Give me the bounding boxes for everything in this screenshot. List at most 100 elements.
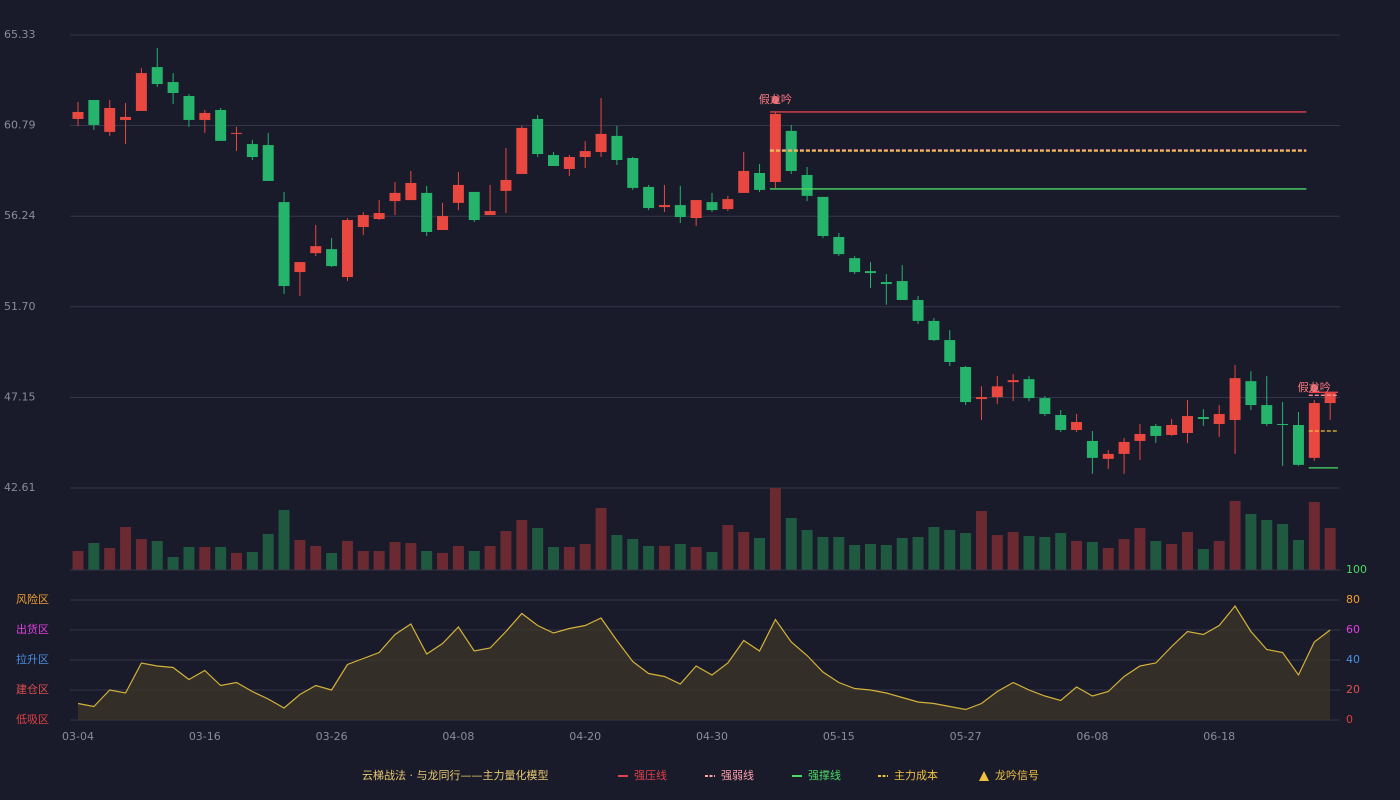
volume-bar <box>1197 549 1209 570</box>
candle-body <box>120 116 132 120</box>
volume-bar <box>468 551 480 570</box>
volume-bar <box>1118 539 1130 570</box>
zone-label: 建仓区 <box>16 682 49 696</box>
candle-body <box>500 179 512 191</box>
candle-body <box>88 99 100 125</box>
volume-bar <box>722 525 734 570</box>
volume-bar <box>1007 532 1019 570</box>
volume-bar <box>246 552 258 570</box>
volume-bar <box>1277 524 1289 570</box>
legend-swatch <box>979 771 989 781</box>
candle-body <box>801 174 813 196</box>
candle-body <box>849 258 861 273</box>
volume-bar <box>294 540 306 570</box>
candle-body <box>548 155 559 166</box>
candle-body <box>865 271 876 274</box>
candle-body <box>199 112 211 120</box>
candle-body <box>1229 378 1241 421</box>
candle-body <box>72 111 84 119</box>
volume-bar <box>754 538 766 570</box>
volume-bar <box>785 518 797 570</box>
candle-body <box>706 202 718 211</box>
candle-body <box>1292 424 1304 465</box>
volume-bar <box>769 488 781 570</box>
volume-bar <box>1324 528 1336 570</box>
volume-bar <box>1071 541 1083 570</box>
candle-body <box>722 199 734 210</box>
candle-body <box>1277 423 1289 425</box>
volume-bar <box>310 546 322 570</box>
volume-bar <box>1055 533 1067 570</box>
candle-body <box>484 211 496 216</box>
candle-body <box>357 215 369 228</box>
volume-bar <box>1023 536 1035 570</box>
y-tick-label: 42.61 <box>4 481 36 494</box>
volume-bar <box>120 527 132 570</box>
volume-bar <box>1229 501 1241 570</box>
chart-title: 云梯战法 · 与龙同行——主力量化模型 <box>362 768 549 782</box>
volume-bar <box>341 541 353 570</box>
candle-body <box>944 340 956 362</box>
candle-body <box>104 107 116 132</box>
candle-body <box>928 320 940 341</box>
indicator-tick-label: 80 <box>1346 593 1360 606</box>
candle-body <box>817 196 829 236</box>
candle-body <box>611 135 623 161</box>
volume-bar <box>1102 548 1114 570</box>
volume-bar <box>611 535 623 570</box>
candle-body <box>769 113 781 182</box>
x-tick-label: 04-30 <box>696 730 728 743</box>
signal-label: 假龙吟 <box>1298 380 1331 394</box>
candle-body <box>151 67 163 85</box>
volume-bar <box>373 551 385 570</box>
candle-body <box>960 366 972 403</box>
y-tick-label: 47.15 <box>4 390 36 403</box>
volume-bar <box>500 531 512 570</box>
volume-bar <box>484 546 496 570</box>
candle-body <box>1007 380 1019 383</box>
candle-body <box>278 202 290 287</box>
legend-label: 强撑线 <box>808 768 841 782</box>
candle-body <box>1118 441 1130 454</box>
volume-bar <box>880 545 892 570</box>
candle-body <box>643 186 655 209</box>
candle-body <box>167 82 179 94</box>
volume-bar <box>991 535 1003 570</box>
volume-bar <box>1150 541 1162 570</box>
volume-bar <box>88 543 100 570</box>
candle-body <box>1182 416 1193 433</box>
candle-body <box>452 184 464 203</box>
candle-body <box>1245 381 1257 406</box>
candle-body <box>1197 417 1209 420</box>
candle-body <box>326 249 338 267</box>
candle-body <box>754 172 766 190</box>
candle-body <box>690 200 702 219</box>
x-tick-label: 06-08 <box>1076 730 1108 743</box>
signal-marker <box>771 95 780 104</box>
zone-label: 低吸区 <box>16 713 49 726</box>
volume-bar <box>183 547 195 570</box>
candle-body <box>231 132 242 134</box>
candle-body <box>389 192 401 202</box>
candle-body <box>246 144 258 158</box>
volume-bar <box>960 533 972 570</box>
volume-bar <box>167 557 179 570</box>
volume-bar <box>389 542 401 570</box>
volume-bar <box>1308 502 1320 570</box>
volume-bar <box>706 552 718 570</box>
candle-body <box>833 236 845 255</box>
volume-bar <box>278 510 290 570</box>
volume-bar <box>579 544 591 570</box>
volume-bar <box>151 541 163 570</box>
candle-body <box>215 109 227 141</box>
candle-body <box>627 158 639 188</box>
volume-bar <box>452 546 464 570</box>
volume-bar <box>1182 532 1193 570</box>
signal-label: 假龙吟 <box>759 92 792 106</box>
volume-bar <box>563 547 575 570</box>
zone-label: 风险区 <box>16 592 49 606</box>
volume-bar <box>865 544 876 570</box>
candle-body <box>468 191 480 221</box>
indicator-tick-label: 20 <box>1346 683 1360 696</box>
volume-bar <box>357 551 369 570</box>
